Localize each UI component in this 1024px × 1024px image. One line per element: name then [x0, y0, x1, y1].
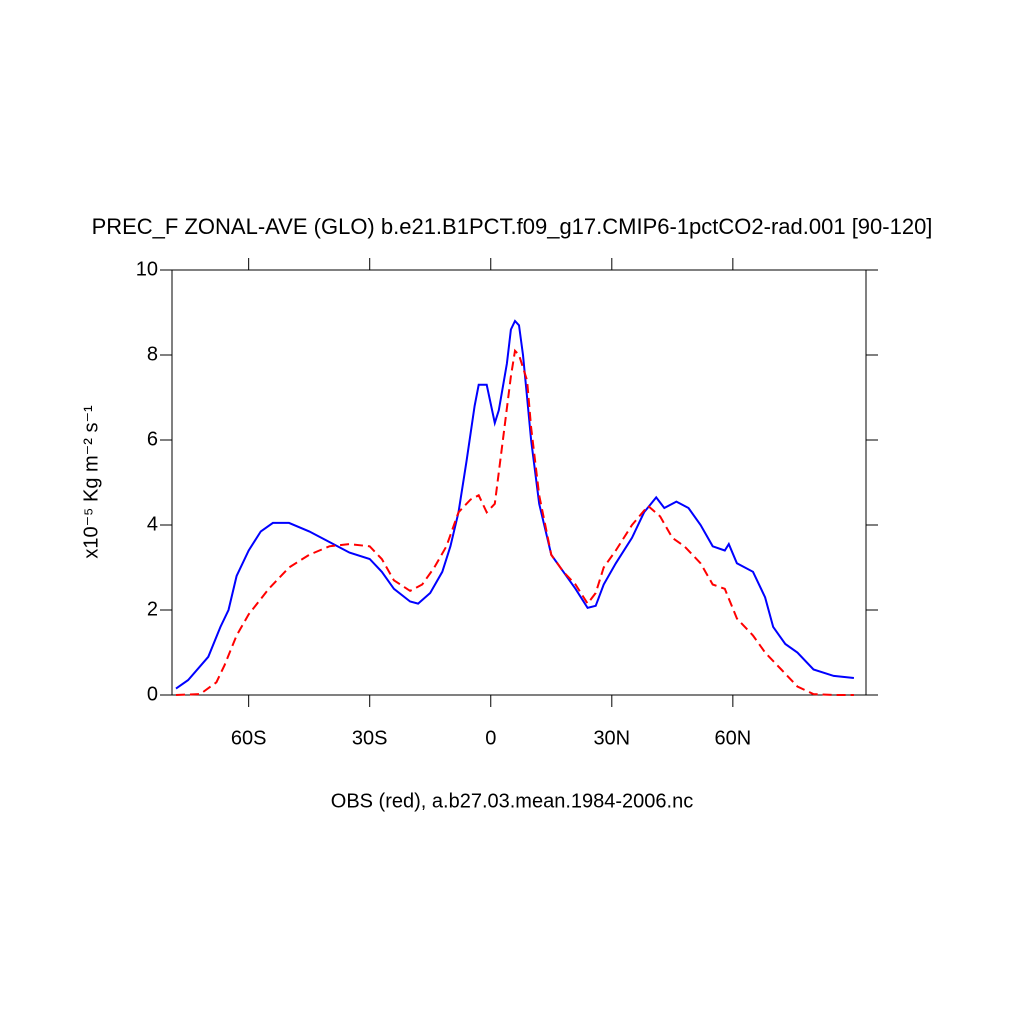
x-tick-label: 0 [485, 727, 496, 749]
y-tick-label: 0 [147, 683, 158, 705]
y-tick-label: 6 [147, 428, 158, 450]
y-tick-label: 2 [147, 598, 158, 620]
y-tick-label: 4 [147, 513, 158, 535]
y-tick-label: 8 [147, 343, 158, 365]
x-tick-label: 30N [593, 727, 630, 749]
y-axis-label: x10⁻⁵ Kg m⁻² s⁻¹ [80, 405, 102, 559]
y-tick-label: 10 [136, 258, 158, 280]
x-tick-label: 60N [714, 727, 751, 749]
plot-frame [171, 269, 867, 696]
x-tick-label: 30S [352, 727, 388, 749]
data-line [175, 319, 855, 690]
x-axis-label: OBS (red), a.b27.03.mean.1984-2006.nc [331, 790, 693, 812]
x-tick-label: 60S [231, 727, 267, 749]
chart-title: PREC_F ZONAL-AVE (GLO) b.e21.B1PCT.f09_g… [92, 214, 933, 239]
